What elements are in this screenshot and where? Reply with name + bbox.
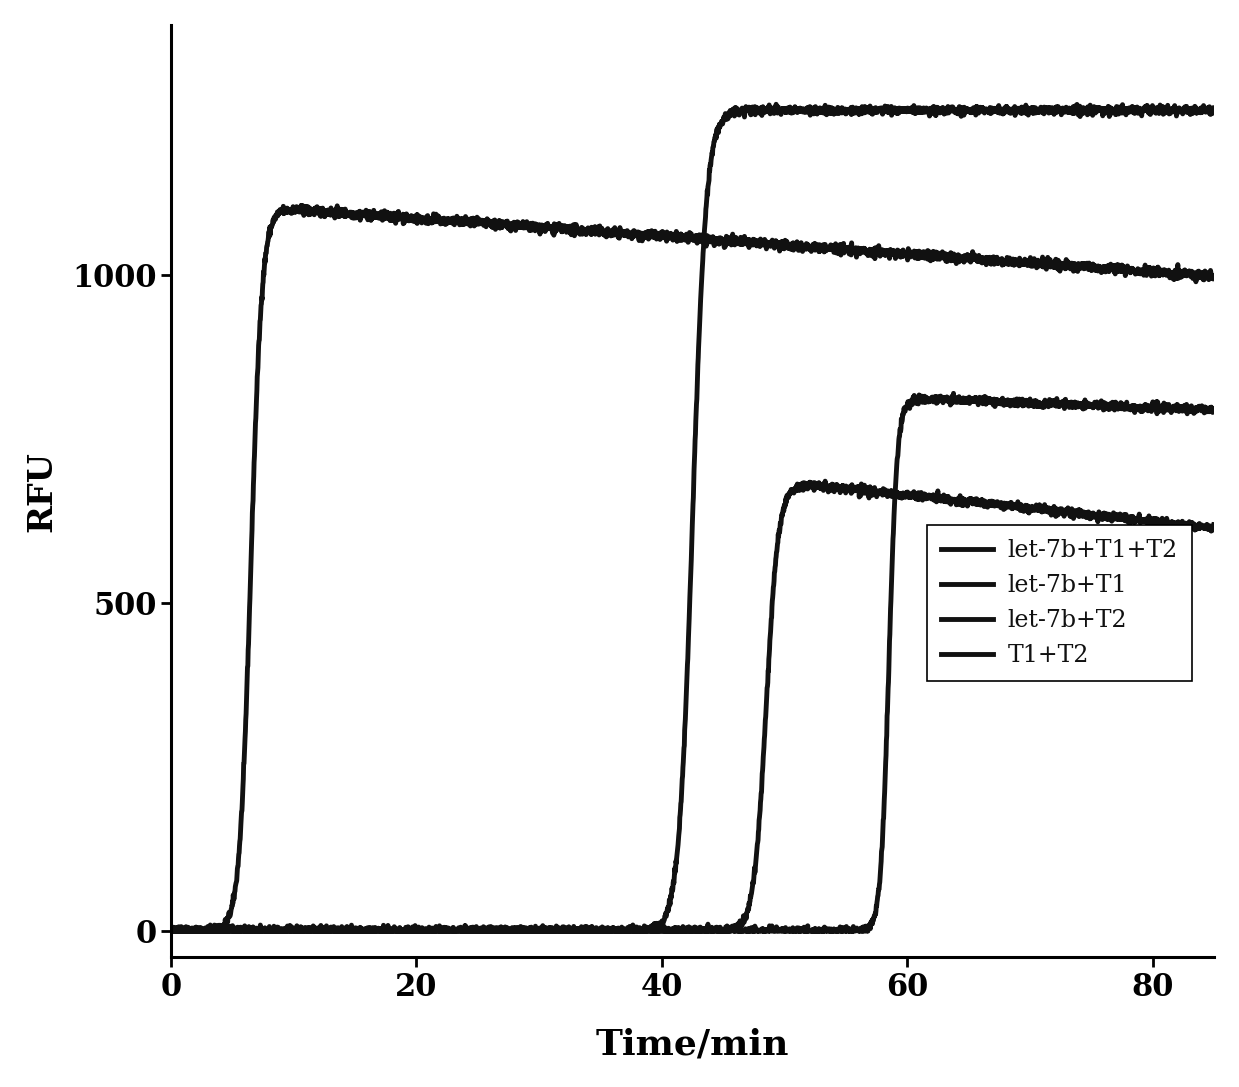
T1+T2 — [1207, 404, 1222, 417]
T1+T2 — [282, 923, 297, 936]
let-7b+T1+T2 — [282, 204, 297, 217]
let-7b+T1+T2 — [346, 209, 361, 222]
let-7b+T1 — [1187, 102, 1202, 115]
T1+T2 — [1187, 404, 1202, 417]
T1+T2 — [610, 922, 624, 935]
let-7b+T2 — [564, 925, 579, 938]
let-7b+T1+T2 — [1207, 270, 1222, 283]
let-7b+T2 — [164, 925, 178, 938]
let-7b+T2 — [344, 925, 359, 938]
let-7b+T1+T2 — [164, 925, 178, 938]
let-7b+T1+T2 — [1074, 257, 1089, 270]
let-7b+T1+T2 — [295, 199, 310, 212]
T1+T2 — [344, 924, 359, 937]
Line: let-7b+T1: let-7b+T1 — [171, 104, 1214, 932]
let-7b+T1 — [344, 925, 359, 938]
let-7b+T1 — [610, 923, 624, 936]
X-axis label: Time/min: Time/min — [596, 1028, 789, 1062]
Y-axis label: RFU: RFU — [25, 451, 58, 532]
Line: let-7b+T1+T2: let-7b+T1+T2 — [171, 205, 1214, 932]
let-7b+T1 — [1207, 105, 1222, 118]
let-7b+T1 — [164, 925, 178, 938]
let-7b+T2 — [282, 923, 297, 936]
T1+T2 — [947, 387, 961, 400]
let-7b+T2 — [1187, 522, 1202, 535]
Line: let-7b+T2: let-7b+T2 — [171, 482, 1214, 932]
let-7b+T2 — [818, 475, 833, 488]
Line: T1+T2: T1+T2 — [171, 393, 1214, 932]
let-7b+T2 — [1207, 518, 1222, 532]
T1+T2 — [165, 925, 180, 938]
let-7b+T2 — [608, 925, 623, 938]
let-7b+T1+T2 — [564, 225, 579, 238]
let-7b+T1 — [164, 924, 178, 937]
let-7b+T1 — [1074, 103, 1089, 116]
T1+T2 — [1074, 398, 1089, 411]
let-7b+T1+T2 — [1187, 266, 1202, 279]
let-7b+T1 — [564, 925, 579, 938]
Legend: let-7b+T1+T2, let-7b+T1, let-7b+T2, T1+T2: let-7b+T1+T2, let-7b+T1, let-7b+T2, T1+T… — [927, 525, 1192, 680]
T1+T2 — [164, 925, 178, 938]
let-7b+T1+T2 — [164, 924, 178, 937]
let-7b+T2 — [1074, 505, 1089, 518]
let-7b+T1 — [768, 98, 783, 111]
let-7b+T1+T2 — [610, 225, 624, 238]
let-7b+T1 — [282, 925, 297, 938]
T1+T2 — [564, 923, 579, 936]
